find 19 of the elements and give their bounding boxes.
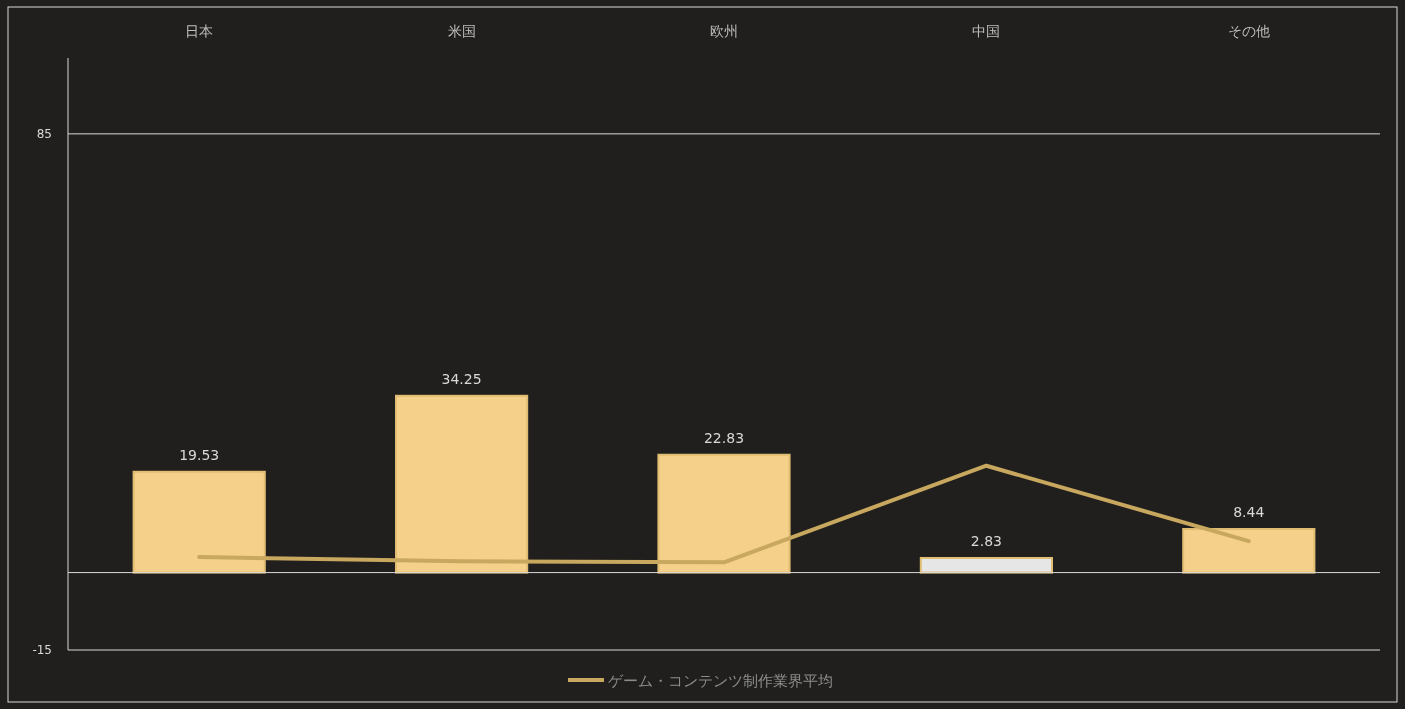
x-tick-label: 日本 [185,23,214,39]
data-label: 2.83 [970,532,1002,549]
bar [132,470,266,574]
x-tick-label: 米国 [447,23,476,39]
legend-label: ゲーム・コンテンツ制作業界平均 [608,672,833,690]
data-label: 19.53 [179,446,220,463]
bar [395,394,529,574]
x-tick-label: 欧州 [710,23,738,39]
bar [657,453,791,574]
x-tick-label: その他 [1227,23,1270,39]
data-label: 8.44 [1233,504,1265,521]
bar [1182,528,1316,574]
legend: ゲーム・コンテンツ制作業界平均 [568,672,833,690]
data-label: 34.25 [441,370,482,387]
y-tick-label: -15 [32,643,52,657]
bar [919,556,1053,574]
data-label: 22.83 [703,429,745,446]
x-tick-label: 中国 [972,23,1001,39]
y-tick-label: 85 [36,126,52,141]
